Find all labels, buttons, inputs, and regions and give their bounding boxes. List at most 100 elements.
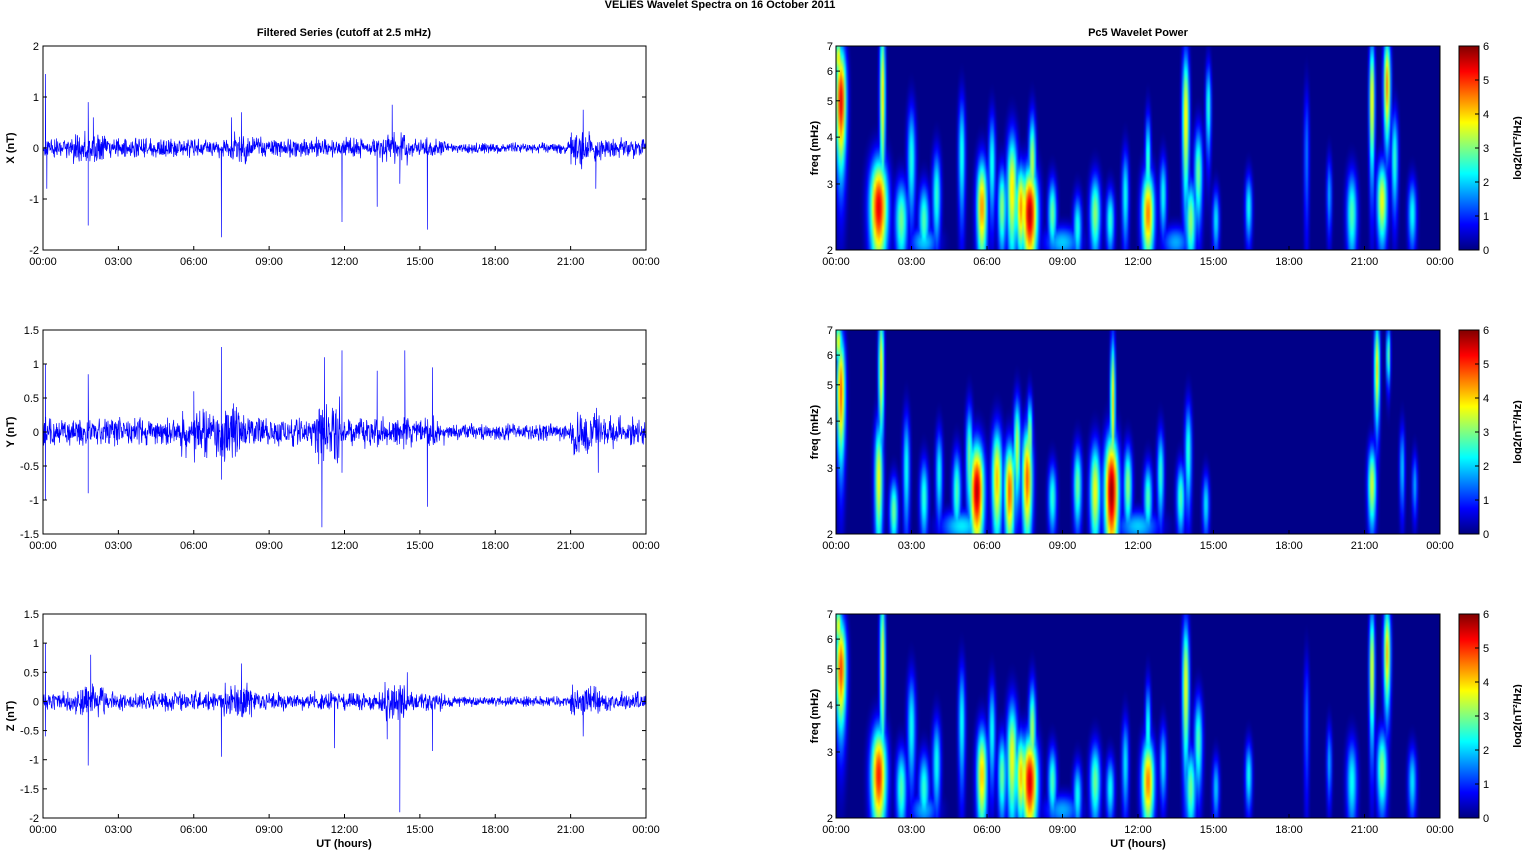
y-tick-label: 2 [827, 813, 833, 825]
left-column-title: Filtered Series (cutoff at 2.5 mHz) [257, 27, 432, 39]
x-tick-label: 18:00 [1275, 540, 1303, 552]
colorbar-tick-label: 4 [1483, 109, 1489, 121]
y-axis-label: freq (mHz) [809, 404, 821, 459]
y-tick-label: -2 [29, 245, 39, 257]
y-tick-label: -1 [29, 194, 39, 206]
x-tick-label: 03:00 [105, 256, 133, 268]
y-tick-label: 0.5 [24, 667, 39, 679]
y-tick-label: 2 [827, 529, 833, 541]
colorbar-tick-label: 5 [1483, 643, 1489, 655]
x-tick-label: 18:00 [481, 540, 509, 552]
x-tick-label: 12:00 [331, 540, 359, 552]
series-line-z [42, 643, 647, 813]
x-tick-label: 03:00 [105, 540, 133, 552]
x-tick-label: 03:00 [898, 540, 926, 552]
left-xlabel: UT (hours) [316, 838, 372, 850]
x-tick-label: 09:00 [255, 256, 283, 268]
panel-wy: 2 3 4 5 6 7 00:00 03:00 06:00 09:00 12:00 15:00 18:0… [809, 325, 1522, 552]
y-tick-label: 1 [33, 92, 39, 104]
x-tick-label: 15:00 [406, 256, 434, 268]
x-tick-label: 06:00 [973, 824, 1001, 836]
y-tick-label: 5 [827, 96, 833, 108]
x-tick-label: 18:00 [481, 256, 509, 268]
colorbar-tick-label: 2 [1483, 461, 1489, 473]
colorbar-tick-label: 6 [1483, 609, 1489, 621]
x-tick-label: 03:00 [898, 256, 926, 268]
x-tick-label: 06:00 [180, 540, 208, 552]
figure-suptitle: VELIES Wavelet Spectra on 16 October 201… [605, 0, 836, 11]
y-tick-label: 1 [33, 359, 39, 371]
y-tick-label: 7 [827, 609, 833, 621]
y-tick-label: 6 [827, 350, 833, 362]
x-tick-label: 03:00 [898, 824, 926, 836]
y-tick-label: 4 [827, 132, 833, 144]
y-tick-label: -1.5 [20, 784, 39, 796]
colorbar-tick-label: 3 [1483, 711, 1489, 723]
colorbar-tick-label: 1 [1483, 779, 1489, 791]
y-tick-label: 0 [33, 143, 39, 155]
x-tick-label: 00:00 [632, 540, 660, 552]
x-tick-label: 00:00 [822, 256, 850, 268]
y-tick-label: 4 [827, 416, 833, 428]
x-tick-label: 00:00 [29, 540, 57, 552]
x-tick-label: 06:00 [180, 256, 208, 268]
x-tick-label: 15:00 [1200, 540, 1228, 552]
y-tick-label: 6 [827, 66, 833, 78]
panel-y: -1.5 -1 -0.5 0 0.5 1 1.5 00:00 03:00 06:00 09:00 12… [5, 325, 660, 552]
y-tick-label: 3 [827, 747, 833, 759]
x-tick-label: 18:00 [1275, 256, 1303, 268]
y-tick-label: -1 [29, 755, 39, 767]
plot-area [43, 614, 646, 818]
panel-wx: 2 3 4 5 6 7 00:00 03:00 06:00 09:00 12:00 15:00 18:0… [809, 41, 1522, 268]
colorbar-tick-label: 0 [1483, 813, 1489, 825]
series-line-x [42, 73, 647, 238]
x-tick-label: 09:00 [255, 540, 283, 552]
y-tick-label: -1 [29, 495, 39, 507]
y-tick-label: 6 [827, 634, 833, 646]
colorbar-tick-label: 4 [1483, 677, 1489, 689]
x-tick-label: 12:00 [1124, 256, 1152, 268]
y-tick-label: 7 [827, 325, 833, 337]
colorbar-label: log2(nT²/Hz) [1512, 684, 1522, 748]
panel-z: -2 -1.5 -1 -0.5 0 0.5 1 1.5 00:00 03:00 06:00 09:00… [5, 609, 660, 836]
colorbar-label: log2(nT²/Hz) [1512, 400, 1522, 464]
y-tick-label: 1 [33, 638, 39, 650]
x-tick-label: 12:00 [1124, 824, 1152, 836]
x-tick-label: 00:00 [632, 256, 660, 268]
colorbar-tick-label: 2 [1483, 745, 1489, 757]
right-column-title: Pc5 Wavelet Power [1088, 27, 1189, 39]
x-tick-label: 12:00 [331, 824, 359, 836]
x-tick-label: 12:00 [331, 256, 359, 268]
x-tick-label: 21:00 [557, 824, 585, 836]
y-tick-label: -1.5 [20, 529, 39, 541]
y-tick-label: 1.5 [24, 325, 39, 337]
colorbar-tick-label: 1 [1483, 211, 1489, 223]
x-tick-label: 00:00 [822, 540, 850, 552]
colorbar-tick-label: 0 [1483, 245, 1489, 257]
y-tick-label: 2 [827, 245, 833, 257]
x-tick-label: 00:00 [1426, 824, 1454, 836]
colorbar-tick-label: 6 [1483, 325, 1489, 337]
y-axis-label: freq (mHz) [809, 120, 821, 175]
x-tick-label: 06:00 [180, 824, 208, 836]
x-tick-label: 09:00 [1049, 256, 1077, 268]
series-line-y [42, 346, 647, 528]
x-tick-label: 15:00 [406, 824, 434, 836]
y-tick-label: 1.5 [24, 609, 39, 621]
colorbar-tick-label: 0 [1483, 529, 1489, 541]
y-tick-label: 5 [827, 380, 833, 392]
x-tick-label: 03:00 [105, 824, 133, 836]
y-axis-label: freq (mHz) [809, 688, 821, 743]
x-tick-label: 12:00 [1124, 540, 1152, 552]
y-tick-label: -0.5 [20, 461, 39, 473]
y-tick-label: 3 [827, 463, 833, 475]
x-tick-label: 00:00 [29, 824, 57, 836]
colorbar-tick-label: 2 [1483, 177, 1489, 189]
x-tick-label: 21:00 [557, 540, 585, 552]
x-tick-label: 15:00 [1200, 256, 1228, 268]
y-tick-label: 0.5 [24, 393, 39, 405]
colorbar-tick-label: 4 [1483, 393, 1489, 405]
y-tick-label: -0.5 [20, 726, 39, 738]
